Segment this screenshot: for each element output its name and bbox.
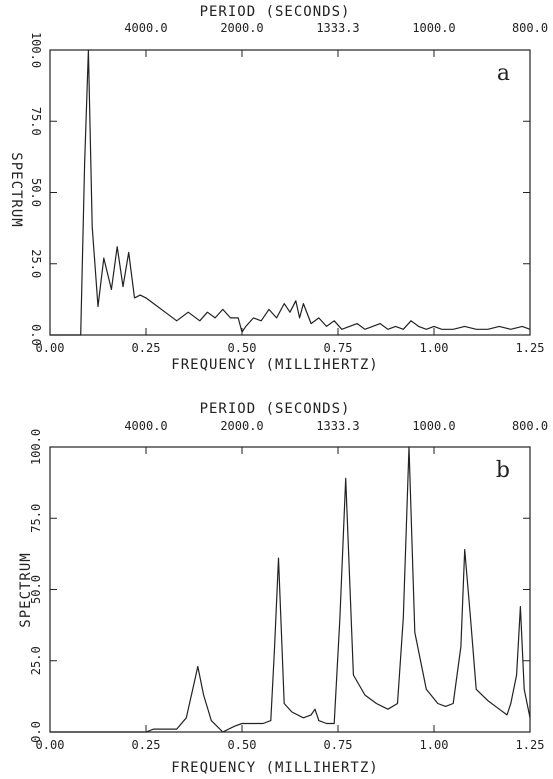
x-tick-labels: 0.00 0.25 0.50 0.75 1.00 1.25 [36, 341, 545, 355]
period-tick-label: 800.0 [512, 21, 548, 35]
panel-label: a [497, 61, 510, 86]
x-tick-label: 0.75 [324, 738, 353, 752]
x-tick-label: 0.25 [132, 341, 161, 355]
x-tick-label: 0.00 [36, 341, 65, 355]
x-axis-title: FREQUENCY (MILLIHERTZ) [171, 760, 378, 776]
period-tick-label: 1000.0 [412, 419, 455, 433]
y-axis-title: SPECTRUM [18, 552, 34, 627]
y-tick-labels: 0.0 25.0 50.0 75.0 100.0 [29, 32, 43, 346]
y-tick-label: 75.0 [29, 107, 43, 136]
y-tick-label: 100.0 [29, 32, 43, 68]
x-tick-label: 1.25 [516, 341, 545, 355]
y-tick-label: 50.0 [29, 575, 43, 604]
x-tick-label: 0.75 [324, 341, 353, 355]
period-tick-label: 1000.0 [412, 21, 455, 35]
panel-label: b [496, 458, 510, 483]
axis-ticks [49, 49, 531, 336]
x-tick-label: 0.25 [132, 738, 161, 752]
period-tick-label: 1333.3 [316, 419, 359, 433]
period-tick-label: 4000.0 [124, 21, 167, 35]
x-tick-label: 1.00 [420, 341, 449, 355]
panel-b: PERIOD (SECONDS) 4000.0 2000.0 1333.3 1000.… [18, 401, 548, 776]
y-tick-label: 100.0 [29, 429, 43, 465]
y-tick-label: 25.0 [29, 249, 43, 278]
y-tick-label: 0.0 [29, 721, 43, 743]
period-tick-label: 800.0 [512, 419, 548, 433]
y-tick-labels: 0.0 25.0 50.0 75.0 100.0 [29, 429, 43, 743]
y-tick-label: 75.0 [29, 504, 43, 533]
panel-a: PERIOD (SECONDS) 4000.0 2000.0 1333.3 1000.… [8, 4, 548, 373]
x-tick-label: 1.25 [516, 738, 545, 752]
y-tick-label: 0.0 [29, 324, 43, 346]
x-tick-label: 0.00 [36, 738, 65, 752]
period-tick-label: 2000.0 [220, 21, 263, 35]
period-tick-label: 4000.0 [124, 419, 167, 433]
x-axis-title: FREQUENCY (MILLIHERTZ) [171, 357, 378, 373]
x-tick-label: 0.50 [228, 341, 257, 355]
x-tick-label: 0.50 [228, 738, 257, 752]
period-tick-label: 2000.0 [220, 419, 263, 433]
period-tick-label: 1333.3 [316, 21, 359, 35]
y-tick-label: 25.0 [29, 646, 43, 675]
y-axis-title: SPECTRUM [8, 152, 24, 227]
spectrum-line [50, 446, 531, 733]
plot-frame [49, 446, 531, 733]
x-tick-labels: 0.00 0.25 0.50 0.75 1.00 1.25 [36, 738, 545, 752]
x-tick-label: 1.00 [420, 738, 449, 752]
top-axis-title: PERIOD (SECONDS) [200, 4, 351, 20]
y-tick-label: 50.0 [29, 178, 43, 207]
period-tick-labels: 4000.0 2000.0 1333.3 1000.0 800.0 [124, 21, 548, 35]
plot-frame [49, 49, 531, 336]
period-tick-labels: 4000.0 2000.0 1333.3 1000.0 800.0 [124, 419, 548, 433]
axis-ticks [49, 446, 531, 733]
spectrum-line [50, 49, 531, 336]
top-axis-title: PERIOD (SECONDS) [200, 401, 351, 417]
